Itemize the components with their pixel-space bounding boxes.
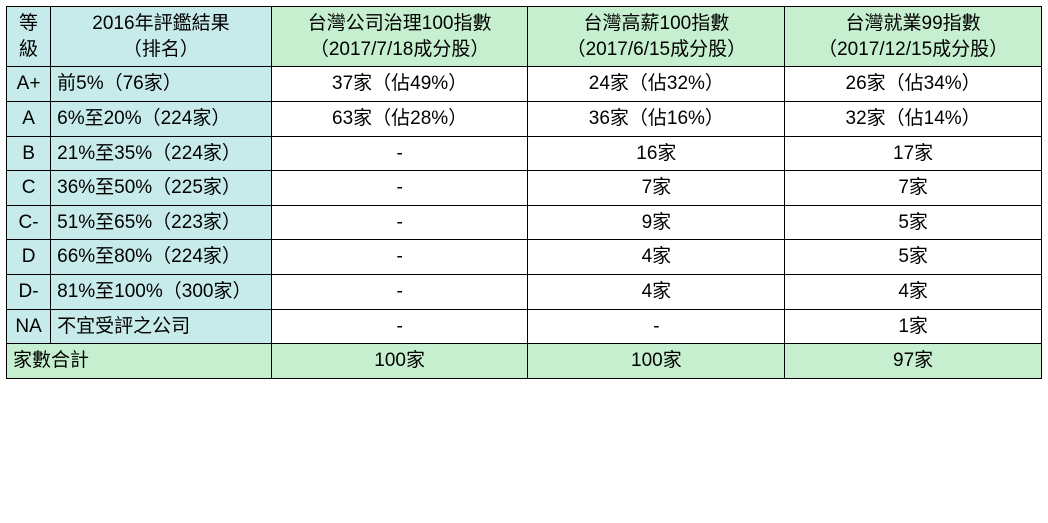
cell-idx3: 1家 <box>785 309 1042 344</box>
table-row: C36%至50%（225家）-7家7家 <box>7 171 1042 206</box>
table-row: A+前5%（76家）37家（佔49%）24家（佔32%）26家（佔34%） <box>7 67 1042 102</box>
header-idx1: 台灣公司治理100指數 （2017/7/18成分股） <box>271 7 528 67</box>
cell-grade: A <box>7 101 51 136</box>
cell-rank: 6%至20%（224家） <box>51 101 272 136</box>
cell-idx1: - <box>271 309 528 344</box>
header-idx1-l1: 台灣公司治理100指數 <box>308 13 492 34</box>
cell-rank: 51%至65%（223家） <box>51 205 272 240</box>
footer-idx1: 100家 <box>271 344 528 379</box>
cell-rank: 66%至80%（224家） <box>51 240 272 275</box>
cell-idx3: 7家 <box>785 171 1042 206</box>
header-grade-l2: 級 <box>19 39 38 60</box>
cell-idx3: 5家 <box>785 240 1042 275</box>
footer-label: 家數合計 <box>7 344 272 379</box>
cell-rank: 前5%（76家） <box>51 67 272 102</box>
cell-idx3: 5家 <box>785 205 1042 240</box>
table-row: D-81%至100%（300家）-4家4家 <box>7 275 1042 310</box>
cell-idx1: 37家（佔49%） <box>271 67 528 102</box>
cell-idx3: 4家 <box>785 275 1042 310</box>
cell-grade: B <box>7 136 51 171</box>
header-idx2-l1: 台灣高薪100指數 <box>584 13 730 34</box>
cell-idx3: 26家（佔34%） <box>785 67 1042 102</box>
footer-row: 家數合計 100家 100家 97家 <box>7 344 1042 379</box>
cell-idx1: - <box>271 240 528 275</box>
header-row: 等 級 2016年評鑑結果 （排名） 台灣公司治理100指數 （2017/7/1… <box>7 7 1042 67</box>
cell-grade: A+ <box>7 67 51 102</box>
cell-idx2: 36家（佔16%） <box>528 101 785 136</box>
header-idx1-l2: （2017/7/18成分股） <box>310 39 490 60</box>
cell-idx2: - <box>528 309 785 344</box>
cell-idx3: 32家（佔14%） <box>785 101 1042 136</box>
table-row: C-51%至65%（223家）-9家5家 <box>7 205 1042 240</box>
table-row: NA不宜受評之公司--1家 <box>7 309 1042 344</box>
header-rank: 2016年評鑑結果 （排名） <box>51 7 272 67</box>
cell-idx2: 7家 <box>528 171 785 206</box>
cell-rank: 36%至50%（225家） <box>51 171 272 206</box>
cell-idx2: 24家（佔32%） <box>528 67 785 102</box>
footer-idx3: 97家 <box>785 344 1042 379</box>
header-idx3-l2: （2017/12/15成分股） <box>818 39 1008 60</box>
table-body: A+前5%（76家）37家（佔49%）24家（佔32%）26家（佔34%）A6%… <box>7 67 1042 344</box>
cell-rank: 不宜受評之公司 <box>51 309 272 344</box>
cell-idx1: 63家（佔28%） <box>271 101 528 136</box>
header-grade: 等 級 <box>7 7 51 67</box>
cell-idx1: - <box>271 136 528 171</box>
cell-grade: C- <box>7 205 51 240</box>
header-rank-l1: 2016年評鑑結果 <box>92 13 229 34</box>
cell-idx2: 16家 <box>528 136 785 171</box>
evaluation-table: 等 級 2016年評鑑結果 （排名） 台灣公司治理100指數 （2017/7/1… <box>6 6 1042 379</box>
cell-grade: NA <box>7 309 51 344</box>
cell-idx3: 17家 <box>785 136 1042 171</box>
cell-rank: 21%至35%（224家） <box>51 136 272 171</box>
header-idx2-l2: （2017/6/15成分股） <box>567 39 747 60</box>
cell-idx1: - <box>271 171 528 206</box>
cell-grade: D- <box>7 275 51 310</box>
table-row: B21%至35%（224家）-16家17家 <box>7 136 1042 171</box>
cell-idx2: 4家 <box>528 240 785 275</box>
header-idx2: 台灣高薪100指數 （2017/6/15成分股） <box>528 7 785 67</box>
header-grade-l1: 等 <box>19 13 38 34</box>
header-rank-l2: （排名） <box>123 39 199 60</box>
cell-grade: D <box>7 240 51 275</box>
footer-idx2: 100家 <box>528 344 785 379</box>
cell-idx2: 9家 <box>528 205 785 240</box>
cell-idx1: - <box>271 275 528 310</box>
header-idx3: 台灣就業99指數 （2017/12/15成分股） <box>785 7 1042 67</box>
cell-idx2: 4家 <box>528 275 785 310</box>
table-row: D66%至80%（224家）-4家5家 <box>7 240 1042 275</box>
cell-idx1: - <box>271 205 528 240</box>
table-row: A6%至20%（224家）63家（佔28%）36家（佔16%）32家（佔14%） <box>7 101 1042 136</box>
cell-rank: 81%至100%（300家） <box>51 275 272 310</box>
cell-grade: C <box>7 171 51 206</box>
header-idx3-l1: 台灣就業99指數 <box>846 13 981 34</box>
